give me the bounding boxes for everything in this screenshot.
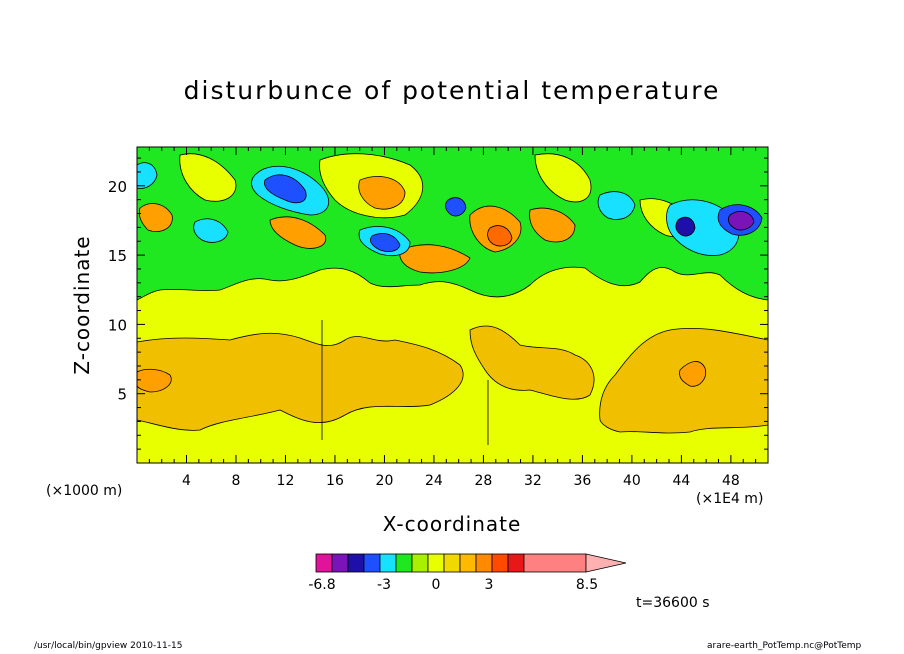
upper-warm-6 [399,244,471,274]
colorbar-swatch [331,553,349,573]
x-tick-label: 28 [475,473,493,489]
cold-core-2 [370,233,401,252]
cold-patch-8 [445,197,467,217]
colorbar-swatch [363,553,381,573]
colorbar-label: 3 [485,577,494,593]
footer-left: /usr/local/bin/gpview 2010-11-15 [34,641,183,651]
colorbar-swatch [507,553,525,573]
x-tick-label: 24 [425,473,443,489]
x-tick-label: 12 [277,473,295,489]
x-tick-label: 20 [376,473,394,489]
time-annotation: t=36600 s [636,595,710,611]
colorbar-swatch [427,553,445,573]
cold-patch-3 [193,218,229,243]
colorbar-swatch [315,553,333,573]
colorbar-swatch [347,553,365,573]
y-tick-label: 5 [117,386,127,404]
x-tick-label: 40 [623,473,641,489]
colorbar-label: -6.8 [308,577,335,593]
colorbar-swatch [395,553,413,573]
cold-core-4 [675,216,696,237]
x-tick-label: 4 [182,473,191,489]
colorbar-swatch [443,553,461,573]
contour-plot [137,147,768,463]
warm-core-left [137,368,172,393]
upper-yellow-patch [179,153,237,202]
x-axis-ticks: 4 8 12 16 20 24 28 32 36 40 44 48 [148,147,757,489]
upper-warm-1 [138,203,173,232]
upper-warm-3 [358,176,406,210]
x-tick-label: 48 [722,473,740,489]
colorbar-label: 8.5 [576,577,598,593]
plot-frame [136,146,769,464]
colorbar-extend-arrow [585,553,627,573]
colorbar-label: 0 [432,577,441,593]
x-unit-note: (×1E4 m) [696,491,764,507]
mid-warm-region [469,325,595,400]
cold-core-5 [727,211,755,231]
x-tick-label: 32 [524,473,542,489]
y-tick-label: 20 [108,178,127,196]
lower-warm-region [137,332,464,431]
colorbar-swatch [411,553,429,573]
x-tick-label: 44 [672,473,690,489]
y-tick-label: 15 [108,247,127,265]
y-axis-ticks: 5 10 15 20 [108,157,768,450]
colorbar-swatch [379,553,397,573]
colorbar-label: -3 [377,577,391,593]
colorbar-swatch [491,553,509,573]
y-axis-label: Z-coordinate [70,235,94,375]
upper-yellow-patch-3 [534,153,592,203]
colorbar-swatch [475,553,493,573]
upper-warm-core [487,225,513,247]
y-tick-label: 10 [108,316,127,334]
x-tick-label: 8 [232,473,241,489]
colorbar-swatch [523,553,587,573]
footer-right: arare-earth_PotTemp.nc@PotTemp [707,641,862,651]
upper-warm-5 [529,207,576,243]
narrow-streak [321,320,489,445]
warm-core-right [679,361,707,387]
y-unit-note: (×1000 m) [46,483,123,499]
x-tick-label: 16 [326,473,344,489]
chart-title: disturbunce of potential temperature [183,76,721,105]
cold-patch-6 [597,191,636,220]
cold-patch-7 [137,162,158,189]
colorbar: -6.8 -3 0 3 8.5 [308,553,627,593]
x-tick-label: 36 [573,473,591,489]
cold-core-1 [264,174,307,204]
colorbar-swatch [459,553,477,573]
upper-warm-2 [269,216,327,249]
x-axis-label: X-coordinate [382,512,522,536]
